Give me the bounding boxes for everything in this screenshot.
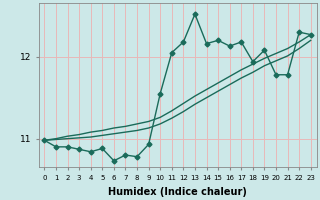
- X-axis label: Humidex (Indice chaleur): Humidex (Indice chaleur): [108, 187, 247, 197]
